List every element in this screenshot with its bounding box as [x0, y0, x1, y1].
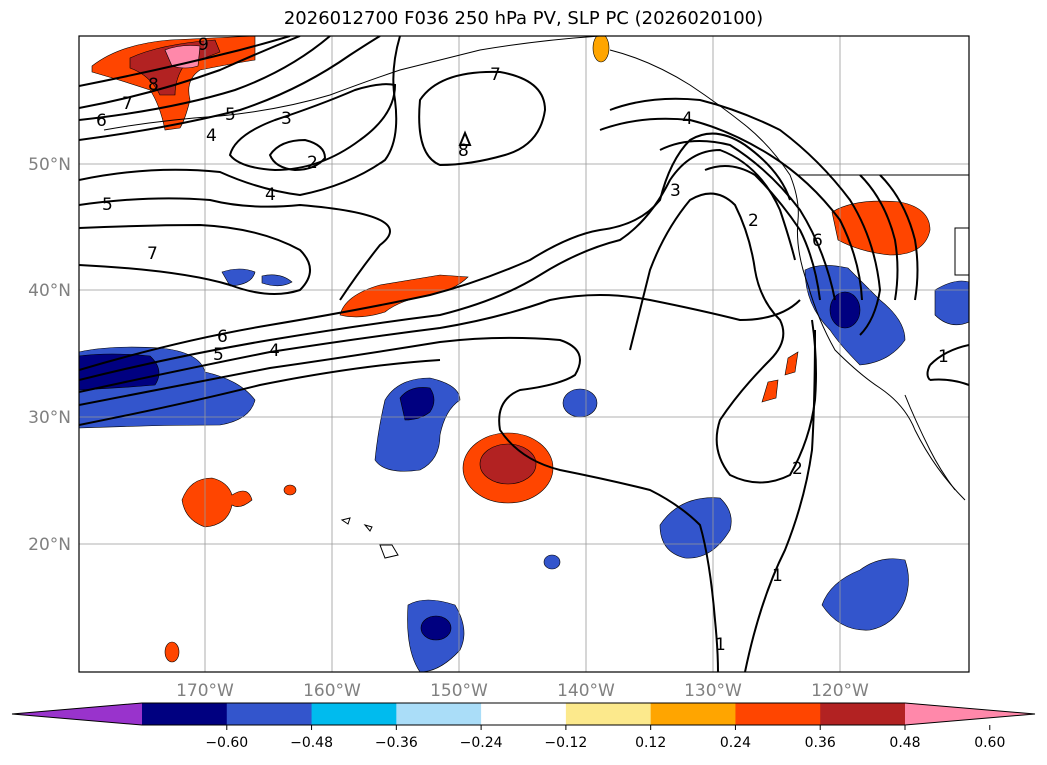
colorbar-segment: [396, 703, 482, 725]
lat-label-30n: 30°N: [28, 408, 71, 428]
lat-labels: 50°N 40°N 30°N 20°N: [28, 155, 71, 555]
map-border: [78, 35, 970, 673]
svg-text:7: 7: [147, 244, 158, 264]
colorbar-outline: [11, 702, 1036, 726]
lon-labels: 170°W 160°W 150°W 140°W 130°W 120°W: [176, 681, 869, 701]
colorbar-segment: [735, 703, 821, 725]
svg-text:2: 2: [307, 153, 318, 173]
map-title: 2026012700 F036 250 hPa PV, SLP PC (2026…: [283, 8, 764, 29]
colorbar-tick-label: −0.24: [460, 735, 503, 751]
svg-text:1: 1: [938, 347, 949, 367]
colorbar-tick-label: 0.24: [720, 735, 751, 751]
colorbar-segment: [142, 703, 228, 725]
lon-label-150w: 150°W: [430, 681, 488, 701]
colorbar-tick-label: 0.36: [805, 735, 836, 751]
svg-text:5: 5: [213, 345, 224, 365]
svg-text:6: 6: [217, 327, 228, 347]
svg-text:7: 7: [490, 65, 501, 85]
svg-text:8: 8: [148, 75, 159, 95]
colorbar-segment: [311, 703, 397, 725]
svg-text:6: 6: [96, 111, 107, 131]
colorbar-tick-label: 0.12: [635, 735, 666, 751]
svg-text:2: 2: [748, 211, 759, 231]
svg-text:3: 3: [281, 109, 292, 129]
coastlines: [103, 36, 969, 559]
colorbar-segment: [565, 703, 652, 725]
svg-text:1: 1: [715, 635, 726, 655]
lon-label-120w: 120°W: [811, 681, 869, 701]
colorbar-tick-label: −0.12: [544, 735, 587, 751]
svg-text:4: 4: [269, 341, 280, 361]
colorbar: −0.60 −0.48 −0.36 −0.24 −0.12 0.12 0.24 0.36 0.4…: [11, 702, 1036, 751]
lat-label-50n: 50°N: [28, 155, 71, 175]
colorbar-tick-label: 0.60: [974, 735, 1005, 751]
gridlines: [79, 36, 969, 672]
map-area: [79, 36, 969, 672]
svg-text:4: 4: [682, 109, 693, 129]
colorbar-segment: [820, 703, 906, 725]
lon-label-170w: 170°W: [176, 681, 234, 701]
svg-text:7: 7: [122, 94, 133, 114]
lon-label-130w: 130°W: [684, 681, 742, 701]
svg-text:6: 6: [812, 231, 823, 251]
colorbar-segment: [650, 703, 736, 725]
svg-text:1: 1: [772, 566, 783, 586]
svg-text:9: 9: [198, 35, 209, 55]
svg-text:5: 5: [225, 105, 236, 125]
contour-labels: 9 8 7 6 5 4 3 2 7 8 5 4 7 6 5 4 3 2 6 2 …: [96, 35, 949, 655]
colorbar-tick-label: −0.36: [375, 735, 418, 751]
colorbar-segment: [481, 703, 567, 725]
svg-text:4: 4: [265, 185, 276, 205]
colorbar-tick-label: −0.60: [205, 735, 248, 751]
svg-text:5: 5: [102, 195, 113, 215]
svg-text:8: 8: [458, 141, 469, 161]
svg-text:2: 2: [792, 459, 803, 479]
lon-label-160w: 160°W: [303, 681, 361, 701]
colorbar-tick-label: 0.48: [889, 735, 920, 751]
colorbar-extend-min: [12, 703, 142, 725]
lat-label-20n: 20°N: [28, 535, 71, 555]
colorbar-extend-max: [905, 703, 1035, 725]
colorbar-tick-label: −0.48: [290, 735, 333, 751]
svg-text:3: 3: [670, 181, 681, 201]
lon-label-140w: 140°W: [557, 681, 615, 701]
lat-label-40n: 40°N: [28, 281, 71, 301]
slp-contours: [79, 36, 969, 672]
svg-text:4: 4: [206, 126, 217, 146]
colorbar-segment: [226, 703, 313, 725]
